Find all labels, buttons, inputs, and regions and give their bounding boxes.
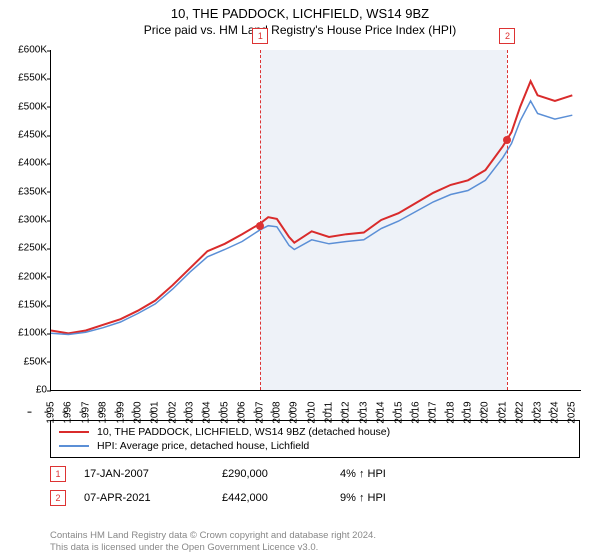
sale-vline [260,50,261,390]
sale-events: 1 17-JAN-2007 £290,000 4% ↑ HPI 2 07-APR… [50,462,580,510]
sale-row: 2 07-APR-2021 £442,000 9% ↑ HPI [50,486,580,510]
sale-dot [503,136,511,144]
y-tick-label: £100K [3,328,47,339]
legend: 10, THE PADDOCK, LICHFIELD, WS14 9BZ (de… [50,420,580,458]
legend-item: 10, THE PADDOCK, LICHFIELD, WS14 9BZ (de… [59,425,571,439]
legend-label: 10, THE PADDOCK, LICHFIELD, WS14 9BZ (de… [97,426,390,438]
y-tick-label: £550K [3,73,47,84]
sale-delta: 9% ↑ HPI [340,492,386,504]
sale-marker-box: 1 [50,466,66,482]
y-tick-label: £450K [3,130,47,141]
series-hpi [51,101,572,335]
sale-dot [256,222,264,230]
series-property [51,81,572,333]
sale-price: £442,000 [222,492,322,504]
chart-plot-area: £0£50K£100K£150K£200K£250K£300K£350K£400… [50,50,581,391]
chart-lines-svg [51,50,581,390]
y-tick-label: £0 [3,385,47,396]
sale-marker-box: 2 [50,490,66,506]
sale-vline [507,50,508,390]
y-tick-label: £50K [3,356,47,367]
legend-item: HPI: Average price, detached house, Lich… [59,439,571,453]
legend-swatch [59,445,89,447]
legend-label: HPI: Average price, detached house, Lich… [97,440,309,452]
sale-delta: 4% ↑ HPI [340,468,386,480]
y-tick-label: £400K [3,158,47,169]
sale-date: 07-APR-2021 [84,492,204,504]
y-tick-label: £300K [3,215,47,226]
footer-line: This data is licensed under the Open Gov… [50,542,580,554]
sale-date: 17-JAN-2007 [84,468,204,480]
sale-marker-box: 1 [252,28,268,44]
footer-line: Contains HM Land Registry data © Crown c… [50,530,580,542]
footer-attribution: Contains HM Land Registry data © Crown c… [50,530,580,554]
legend-swatch [59,431,89,433]
y-tick-label: £150K [3,300,47,311]
y-tick-label: £500K [3,101,47,112]
sale-marker-box: 2 [499,28,515,44]
y-tick-label: £600K [3,45,47,56]
sale-row: 1 17-JAN-2007 £290,000 4% ↑ HPI [50,462,580,486]
figure: 10, THE PADDOCK, LICHFIELD, WS14 9BZ Pri… [0,0,600,560]
y-tick-label: £200K [3,271,47,282]
title-line-1: 10, THE PADDOCK, LICHFIELD, WS14 9BZ [0,6,600,21]
y-tick-label: £350K [3,186,47,197]
y-tick-label: £250K [3,243,47,254]
sale-price: £290,000 [222,468,322,480]
